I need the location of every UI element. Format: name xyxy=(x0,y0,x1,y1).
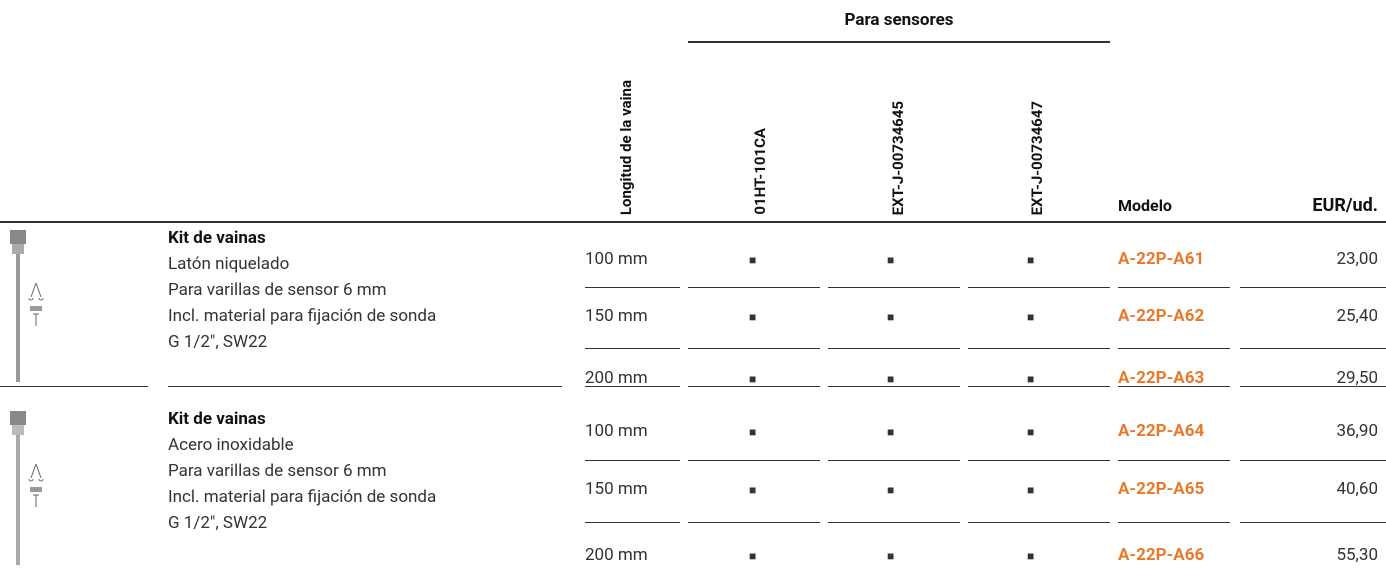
availability-mark: ■ xyxy=(887,253,895,267)
row-rule xyxy=(585,287,680,288)
model-code: A-22P-A62 xyxy=(1118,306,1205,326)
price-cell: 29,50 xyxy=(1336,368,1378,388)
column-header: Longitud de la vaina xyxy=(617,79,635,215)
product-line: Para varillas de sensor 6 mm xyxy=(168,280,387,300)
row-rule xyxy=(1118,460,1230,461)
model-code: A-22P-A63 xyxy=(1118,368,1205,388)
product-image xyxy=(10,230,44,382)
column-header: Modelo xyxy=(1118,196,1172,215)
row-rule xyxy=(828,348,960,349)
column-header: EXT-J-00734645 xyxy=(889,100,907,215)
model-code: A-22P-A61 xyxy=(1118,249,1205,269)
length-cell: 200 mm xyxy=(585,545,648,565)
column-header: EUR/ud. xyxy=(1312,195,1378,216)
model-code: A-22P-A65 xyxy=(1118,479,1205,499)
product-title: Kit de vainas xyxy=(168,228,266,248)
availability-mark: ■ xyxy=(887,372,895,386)
availability-mark: ■ xyxy=(887,483,895,497)
length-cell: 200 mm xyxy=(585,368,648,388)
availability-mark: ■ xyxy=(1027,253,1035,267)
row-rule xyxy=(968,460,1110,461)
length-cell: 150 mm xyxy=(585,306,648,326)
availability-mark: ■ xyxy=(1027,483,1035,497)
row-rule xyxy=(1118,287,1230,288)
availability-mark: ■ xyxy=(1027,310,1035,324)
availability-mark: ■ xyxy=(887,425,895,439)
row-rule xyxy=(1240,287,1386,288)
row-rule xyxy=(1118,348,1230,349)
group-label: Para sensores xyxy=(844,10,954,30)
product-line: Incl. material para fijación de sonda xyxy=(168,306,437,326)
product-image xyxy=(10,411,44,565)
availability-mark: ■ xyxy=(749,253,757,267)
price-cell: 23,00 xyxy=(1336,249,1378,269)
row-rule xyxy=(1240,348,1386,349)
product-line: Incl. material para fijación de sonda xyxy=(168,487,437,507)
availability-mark: ■ xyxy=(887,549,895,563)
row-rule xyxy=(688,287,820,288)
product-line: G 1/2", SW22 xyxy=(168,513,268,533)
availability-mark: ■ xyxy=(887,310,895,324)
availability-mark: ■ xyxy=(749,372,757,386)
row-rule xyxy=(828,386,960,387)
availability-mark: ■ xyxy=(749,549,757,563)
group-rule xyxy=(168,386,562,387)
row-rule xyxy=(968,287,1110,288)
row-rule xyxy=(968,386,1110,387)
availability-mark: ■ xyxy=(749,483,757,497)
row-rule xyxy=(968,522,1110,523)
row-rule xyxy=(585,386,680,387)
availability-mark: ■ xyxy=(1027,549,1035,563)
row-rule xyxy=(1240,522,1386,523)
product-line: Latón niquelado xyxy=(168,254,290,274)
availability-mark: ■ xyxy=(1027,372,1035,386)
row-rule xyxy=(688,522,820,523)
header-rule xyxy=(0,221,1386,223)
price-cell: 36,90 xyxy=(1336,421,1378,441)
length-cell: 150 mm xyxy=(585,479,648,499)
row-rule xyxy=(828,460,960,461)
row-rule xyxy=(828,287,960,288)
model-code: A-22P-A66 xyxy=(1118,545,1205,565)
model-code: A-22P-A64 xyxy=(1118,421,1205,441)
product-line: Para varillas de sensor 6 mm xyxy=(168,461,387,481)
product-line: Acero inoxidable xyxy=(168,435,294,455)
column-header: EXT-J-00734647 xyxy=(1028,100,1046,215)
product-line: G 1/2", SW22 xyxy=(168,332,268,352)
price-cell: 55,30 xyxy=(1336,545,1378,565)
availability-mark: ■ xyxy=(749,310,757,324)
row-rule xyxy=(1118,386,1230,387)
row-rule xyxy=(828,522,960,523)
row-rule xyxy=(585,348,680,349)
row-rule xyxy=(1118,522,1230,523)
row-rule xyxy=(688,460,820,461)
length-cell: 100 mm xyxy=(585,421,648,441)
row-rule xyxy=(585,460,680,461)
product-title: Kit de vainas xyxy=(168,409,266,429)
availability-mark: ■ xyxy=(1027,425,1035,439)
row-rule xyxy=(1240,460,1386,461)
row-rule xyxy=(688,386,820,387)
group-rule xyxy=(688,41,1110,43)
row-rule xyxy=(968,348,1110,349)
column-header: 01HT-101CA xyxy=(751,128,769,215)
price-cell: 40,60 xyxy=(1336,479,1378,499)
length-cell: 100 mm xyxy=(585,249,648,269)
availability-mark: ■ xyxy=(749,425,757,439)
row-rule xyxy=(585,522,680,523)
price-cell: 25,40 xyxy=(1336,306,1378,326)
row-rule xyxy=(688,348,820,349)
row-rule xyxy=(1240,386,1386,387)
group-rule xyxy=(0,386,148,387)
